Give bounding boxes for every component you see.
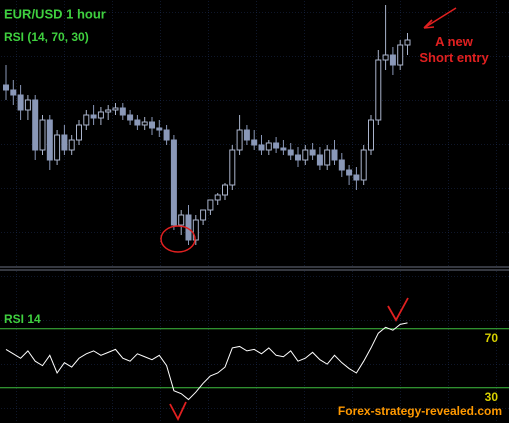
candle-body: [229, 149, 236, 186]
candle-body: [32, 99, 39, 151]
candle-body: [251, 139, 258, 146]
annotation-box: A new Short entry: [419, 34, 489, 65]
candle-body: [309, 149, 316, 156]
grid: [0, 271, 509, 423]
candle-body: [39, 119, 46, 151]
candle-body: [149, 121, 155, 129]
y-tick-label: 30: [485, 390, 499, 404]
candle-body: [3, 84, 9, 91]
candle-body: [346, 169, 353, 176]
plot: 30 70: [0, 5, 509, 404]
candle-body: [97, 111, 104, 119]
candle-body: [382, 54, 389, 61]
candle-body: [134, 119, 141, 126]
candle-body: [192, 219, 199, 241]
candle-body: [61, 134, 68, 151]
candle-body: [331, 149, 338, 161]
candle-body: [156, 127, 163, 131]
highlight-circle: [160, 225, 196, 253]
candle-body: [112, 107, 119, 111]
candle-body: [338, 159, 345, 171]
candle-body: [68, 139, 75, 151]
candle-body: [404, 39, 411, 46]
candle-body: [200, 209, 207, 221]
candle-body: [105, 109, 112, 113]
rsi-title: RSI 14: [4, 312, 41, 326]
candle-body: [141, 121, 148, 126]
candle-body: [207, 199, 214, 211]
candle-body: [280, 147, 287, 151]
check-mark: [387, 297, 409, 322]
candle-body: [273, 142, 280, 149]
candle-body: [265, 142, 272, 151]
candle-body: [295, 154, 301, 161]
candle-body: [236, 129, 243, 151]
candle-body: [170, 139, 177, 226]
candle-body: [90, 114, 97, 119]
candle-body: [324, 149, 331, 166]
indicator-label: RSI (14, 70, 30): [4, 30, 89, 44]
candle-body: [316, 154, 323, 166]
candle-body: [24, 99, 31, 111]
candle-body: [389, 54, 396, 66]
y-tick-label: 70: [485, 331, 499, 345]
candle-body: [258, 144, 265, 151]
candle-body: [10, 89, 17, 96]
watermark: Forex-strategy-revealed.com: [338, 404, 502, 418]
arrow: [423, 7, 457, 29]
candle-body: [302, 149, 309, 161]
candle-body: [119, 107, 126, 116]
candle-body: [397, 44, 404, 66]
candle-body: [76, 124, 82, 141]
candle-body: [353, 174, 360, 181]
chart-title: EUR/USD 1 hour: [4, 6, 106, 21]
candle-body: [127, 114, 134, 121]
candle-body: [17, 94, 24, 111]
candle-body: [178, 214, 185, 226]
candle-body: [360, 149, 367, 181]
candle-body: [214, 194, 221, 201]
candle-body: [243, 129, 250, 141]
candle-body: [54, 134, 61, 161]
candle-body: [163, 129, 170, 141]
candle-body: [287, 149, 294, 156]
annotation: A new Short entry: [419, 34, 489, 65]
check-mark: [169, 401, 187, 422]
candle-body: [83, 114, 90, 126]
candle-body: [222, 184, 228, 196]
candle-body: [368, 119, 374, 151]
rsi-line: [5, 322, 408, 401]
candle-body: [375, 59, 382, 121]
candle-body: [46, 119, 53, 161]
